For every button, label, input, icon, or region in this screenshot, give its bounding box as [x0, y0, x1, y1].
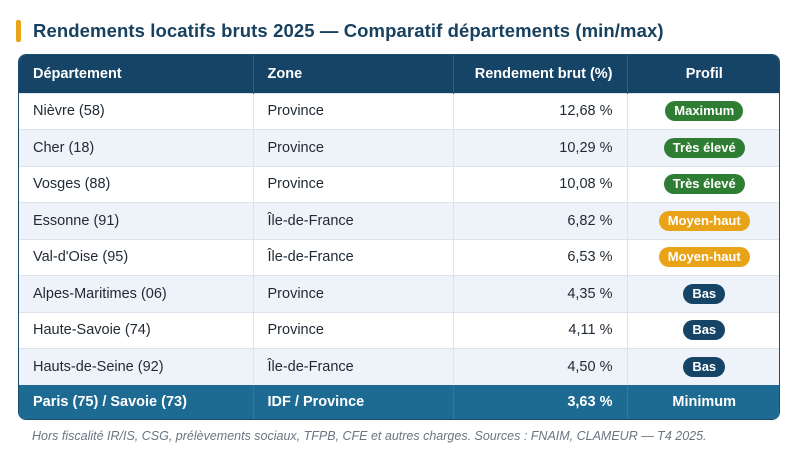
profile-badge: Bas: [683, 283, 726, 304]
cell-rendement: 4,35 %: [453, 275, 628, 312]
cell-profil: Maximum: [627, 92, 779, 130]
profile-badge: Bas: [683, 320, 726, 341]
cell-profil: Bas: [627, 348, 779, 385]
cell-zone: Île-de-France: [253, 202, 454, 239]
cell-rendement: 6,53 %: [453, 238, 628, 276]
table-row: Cher (18) Province 10,29 % Très élevé: [19, 129, 779, 166]
footer-cell-departement: Paris (75) / Savoie (73): [19, 385, 254, 419]
profile-badge: Très élevé: [663, 174, 745, 195]
cell-rendement: 6,82 %: [453, 202, 628, 239]
cell-departement: Cher (18): [19, 129, 254, 166]
profile-badge: Moyen-haut: [658, 210, 750, 231]
table-footer-row: Paris (75) / Savoie (73) IDF / Province …: [19, 385, 779, 419]
table-header-row: Département Zone Rendement brut (%) Prof…: [19, 55, 779, 93]
table-row: Haute-Savoie (74) Province 4,11 % Bas: [19, 311, 779, 349]
footer-cell-rendement: 3,63 %: [453, 385, 628, 419]
cell-zone: Île-de-France: [253, 238, 454, 276]
cell-departement: Essonne (91): [19, 202, 254, 239]
cell-profil: Bas: [627, 311, 779, 349]
cell-zone: Province: [253, 129, 454, 166]
column-header-zone[interactable]: Zone: [253, 55, 454, 93]
table-row: Essonne (91) Île-de-France 6,82 % Moyen-…: [19, 202, 779, 239]
yield-table-container: Département Zone Rendement brut (%) Prof…: [18, 54, 780, 420]
profile-badge: Très élevé: [663, 137, 745, 158]
table-row: Alpes-Maritimes (06) Province 4,35 % Bas: [19, 275, 779, 312]
column-header-profil[interactable]: Profil: [685, 65, 723, 82]
cell-departement: Alpes-Maritimes (06): [19, 275, 254, 312]
footer-cell-profil: Minimum: [672, 394, 737, 410]
cell-departement: Val-d'Oise (95): [19, 238, 254, 276]
profile-badge: Moyen-haut: [658, 247, 750, 268]
cell-rendement: 12,68 %: [453, 92, 628, 130]
footer-cell-zone: IDF / Province: [253, 385, 454, 419]
column-header-rendement[interactable]: Rendement brut (%): [453, 55, 628, 93]
cell-profil: Bas: [627, 275, 779, 312]
title-accent-bar: [16, 20, 21, 42]
cell-departement: Haute-Savoie (74): [19, 311, 254, 349]
yield-table: Département Zone Rendement brut (%) Prof…: [19, 55, 779, 419]
cell-zone: Province: [253, 92, 454, 130]
table-row: Val-d'Oise (95) Île-de-France 6,53 % Moy…: [19, 238, 779, 276]
cell-rendement: 10,29 %: [453, 129, 628, 166]
cell-profil: Très élevé: [627, 129, 779, 166]
page-title: Rendements locatifs bruts 2025 — Compara…: [33, 20, 664, 41]
cell-zone: Province: [253, 311, 454, 349]
cell-departement: Hauts-de-Seine (92): [19, 348, 254, 385]
cell-rendement: 4,11 %: [453, 311, 628, 349]
profile-badge: Bas: [683, 357, 726, 377]
cell-zone: Île-de-France: [253, 348, 454, 385]
cell-departement: Vosges (88): [19, 165, 254, 203]
cell-profil: Moyen-haut: [627, 238, 779, 276]
cell-rendement: 10,08 %: [453, 165, 628, 203]
cell-profil: Moyen-haut: [627, 202, 779, 239]
cell-departement: Nièvre (58): [19, 92, 254, 130]
profile-badge: Maximum: [665, 101, 744, 122]
table-row: Vosges (88) Province 10,08 % Très élevé: [19, 165, 779, 203]
source-note: Hors fiscalité IR/IS, CSG, prélèvements …: [32, 429, 707, 443]
column-header-departement[interactable]: Département: [19, 55, 254, 93]
cell-zone: Province: [253, 275, 454, 312]
table-row: Nièvre (58) Province 12,68 % Maximum: [19, 92, 779, 130]
cell-zone: Province: [253, 165, 454, 203]
title-row: Rendements locatifs bruts 2025 — Compara…: [16, 20, 664, 42]
table-row: Hauts-de-Seine (92) Île-de-France 4,50 %…: [19, 348, 779, 385]
cell-rendement: 4,50 %: [453, 348, 628, 385]
cell-profil: Très élevé: [627, 165, 779, 203]
